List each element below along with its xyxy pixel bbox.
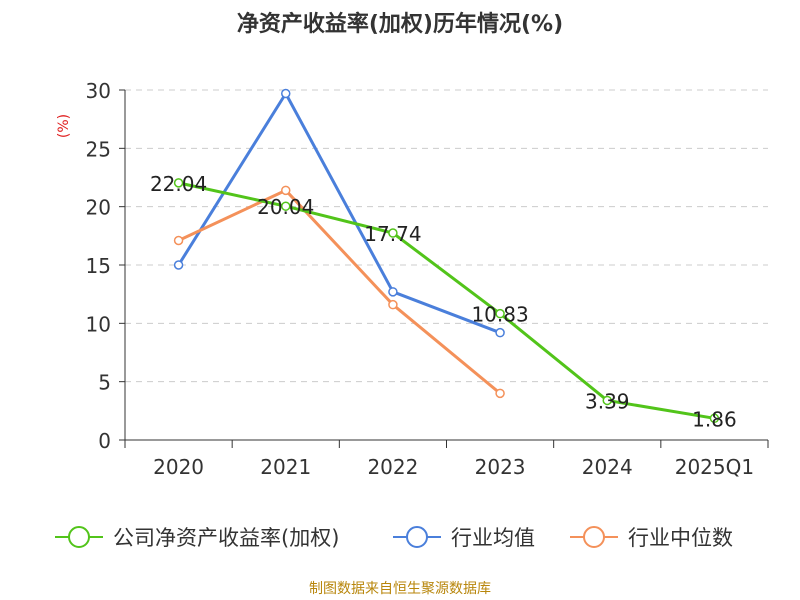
x-tick-label: 2023 — [475, 455, 526, 479]
x-tick-label: 2022 — [367, 455, 418, 479]
series-line — [177, 188, 502, 395]
data-point — [495, 388, 505, 399]
x-tick-label: 2025Q1 — [675, 455, 754, 479]
data-point — [495, 308, 505, 319]
legend-label: 行业均值 — [451, 526, 535, 550]
data-point — [495, 327, 505, 338]
legend-label: 行业中位数 — [628, 526, 733, 550]
series-line — [178, 181, 715, 420]
y-tick-label: 25 — [86, 137, 111, 161]
x-tick-label: 2024 — [582, 455, 633, 479]
data-point — [173, 178, 184, 188]
data-label: 3.39 — [585, 389, 630, 413]
legend-marker — [68, 526, 90, 548]
y-axis-label: (%) — [56, 114, 72, 138]
data-label: 22.04 — [150, 172, 207, 196]
data-point — [602, 395, 612, 406]
data-label: 10.83 — [471, 303, 528, 327]
y-tick-label: 15 — [86, 254, 111, 278]
y-tick-label: 5 — [98, 371, 111, 395]
source-note: 制图数据来自恒生聚源数据库 — [309, 581, 491, 597]
y-tick-label: 0 — [98, 429, 111, 453]
x-tick-label: 2021 — [260, 455, 311, 479]
y-tick-label: 10 — [86, 312, 111, 336]
data-point — [388, 287, 398, 297]
data-label: 20.04 — [257, 195, 314, 219]
data-point — [281, 88, 291, 99]
series-line — [177, 92, 501, 335]
legend-label: 公司净资产收益率(加权) — [113, 526, 339, 550]
legend-marker — [406, 526, 428, 548]
data-point — [281, 201, 291, 211]
data-point — [173, 235, 184, 246]
data-point — [388, 228, 398, 238]
y-tick-label: 30 — [86, 79, 111, 103]
data-point — [281, 185, 291, 196]
chart-title: 净资产收益率(加权)历年情况(%) — [236, 12, 564, 37]
legend-marker — [583, 526, 605, 548]
x-tick-label: 2020 — [153, 455, 204, 479]
data-label: 17.74 — [364, 222, 421, 246]
data-point — [388, 299, 398, 310]
data-point — [173, 260, 184, 270]
data-label: 1.86 — [692, 407, 737, 431]
y-tick-label: 20 — [86, 196, 111, 220]
data-point — [709, 413, 720, 424]
